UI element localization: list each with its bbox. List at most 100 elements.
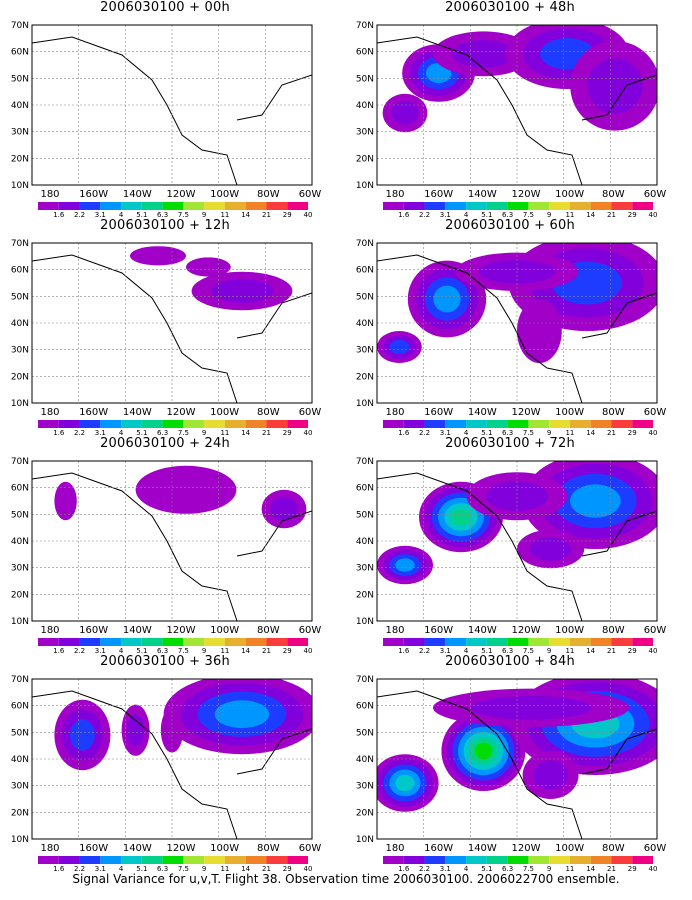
lon-tick-label: 160W bbox=[79, 625, 108, 636]
variance-contour bbox=[433, 285, 461, 313]
colorbar-swatch bbox=[424, 856, 446, 864]
colorbar-swatch bbox=[445, 202, 467, 210]
colorbar-label: 9 bbox=[547, 865, 551, 873]
lon-tick-label: 100W bbox=[210, 189, 239, 200]
colorbar-swatch bbox=[403, 420, 425, 428]
lon-tick-label: 100W bbox=[210, 407, 239, 418]
colorbar-label: 3.1 bbox=[95, 429, 106, 437]
colorbar-label: 6.3 bbox=[502, 429, 513, 437]
lon-tick-label: 160W bbox=[424, 407, 453, 418]
lon-tick-label: 180 bbox=[40, 625, 59, 636]
lon-tick-label: 180 bbox=[385, 843, 404, 854]
colorbar-label: 1.6 bbox=[53, 647, 65, 655]
colorbar-label: 4 bbox=[464, 647, 469, 655]
colorbar-label: 2.2 bbox=[419, 865, 430, 873]
colorbar-label: 7.5 bbox=[523, 647, 534, 655]
lat-tick-label: 50N bbox=[11, 510, 29, 520]
lon-tick-label: 180 bbox=[40, 407, 59, 418]
colorbar-label: 3.1 bbox=[95, 865, 106, 873]
lat-tick-label: 20N bbox=[11, 372, 29, 382]
colorbar-swatch bbox=[204, 856, 225, 864]
colorbar-swatch bbox=[528, 638, 550, 646]
colorbar-swatch bbox=[162, 638, 184, 646]
colorbar-label: 7.5 bbox=[523, 429, 534, 437]
colorbar-label: 4 bbox=[119, 429, 124, 437]
colorbar-label: 2.2 bbox=[419, 429, 430, 437]
colorbar-label: 1.6 bbox=[398, 211, 410, 219]
colorbar-swatch bbox=[424, 420, 446, 428]
colorbar-swatch bbox=[141, 202, 163, 210]
colorbar-swatch bbox=[224, 638, 246, 646]
colorbar-label: 5.1 bbox=[136, 211, 147, 219]
variance-contour bbox=[570, 484, 621, 518]
colorbar-swatch bbox=[58, 856, 80, 864]
lat-tick-label: 40N bbox=[11, 755, 29, 765]
colorbar-swatch bbox=[486, 202, 508, 210]
colorbar-label: 29 bbox=[283, 647, 292, 655]
colorbar-label: 7.5 bbox=[523, 211, 534, 219]
variance-contour bbox=[130, 246, 186, 266]
colorbar-label: 21 bbox=[607, 211, 616, 219]
colorbar-swatch bbox=[224, 856, 246, 864]
map-plot: 10N 20N 30N 40N 50N 60N 70N 180 160W 140W 120W 100W… bbox=[11, 457, 322, 655]
colorbar-label: 21 bbox=[607, 429, 616, 437]
colorbar-swatch bbox=[632, 202, 653, 210]
variance-contour bbox=[54, 481, 77, 521]
colorbar-label: 11 bbox=[565, 429, 574, 437]
colorbar-swatch bbox=[507, 856, 529, 864]
lat-tick-label: 50N bbox=[11, 292, 29, 302]
lat-tick-label: 40N bbox=[356, 319, 374, 329]
colorbar-swatch bbox=[424, 638, 446, 646]
lat-tick-label: 70N bbox=[11, 239, 29, 249]
colorbar-swatch bbox=[38, 420, 59, 428]
colorbar-swatch bbox=[38, 202, 59, 210]
lon-tick-label: 100W bbox=[555, 843, 584, 854]
variance-contour bbox=[529, 537, 572, 561]
lat-tick-label: 60N bbox=[11, 48, 29, 58]
lat-tick-label: 10N bbox=[356, 617, 374, 627]
colorbar-swatch bbox=[121, 420, 142, 428]
lon-tick-label: 60W bbox=[299, 625, 322, 636]
colorbar-swatch bbox=[445, 856, 467, 864]
colorbar-label: 40 bbox=[304, 647, 313, 655]
colorbar-label: 29 bbox=[628, 865, 637, 873]
variance-field bbox=[32, 465, 312, 621]
variance-contour bbox=[214, 700, 270, 729]
variance-contour bbox=[474, 742, 493, 760]
map-plot: 10N 20N 30N 40N 50N 60N 70N 180 160W 140W 120W 100W… bbox=[356, 21, 667, 219]
colorbar-swatch bbox=[549, 420, 570, 428]
colorbar-swatch bbox=[287, 202, 308, 210]
colorbar-swatch bbox=[121, 856, 142, 864]
lat-tick-label: 60N bbox=[11, 702, 29, 712]
colorbar-label: 29 bbox=[283, 429, 292, 437]
colorbar-label: 4 bbox=[464, 865, 469, 873]
colorbar-swatch bbox=[141, 420, 163, 428]
colorbar-label: 2.2 bbox=[419, 647, 430, 655]
variance-contour bbox=[270, 497, 298, 521]
lon-tick-label: 60W bbox=[644, 407, 667, 418]
colorbar-label: 2.2 bbox=[74, 647, 85, 655]
colorbar-swatch bbox=[183, 856, 205, 864]
colorbar-swatch bbox=[100, 638, 122, 646]
lat-tick-label: 30N bbox=[11, 346, 29, 356]
map-plot: 10N 20N 30N 40N 50N 60N 70N 180 160W 140W 120W 100W… bbox=[11, 21, 322, 219]
plot-frame bbox=[376, 678, 658, 840]
colorbar-swatch bbox=[141, 856, 163, 864]
lat-tick-label: 70N bbox=[356, 675, 374, 685]
colorbar-swatch bbox=[549, 856, 570, 864]
colorbar-label: 40 bbox=[649, 865, 658, 873]
colorbar-swatch bbox=[162, 420, 184, 428]
colorbar-label: 6.3 bbox=[157, 647, 168, 655]
lon-tick-label: 140W bbox=[123, 407, 152, 418]
panel-title: 2006030100 + 72h bbox=[445, 436, 575, 451]
colorbar-label: 14 bbox=[241, 211, 250, 219]
lon-tick-label: 60W bbox=[299, 407, 322, 418]
colorbar-swatch bbox=[266, 202, 288, 210]
colorbar-label: 40 bbox=[304, 211, 313, 219]
colorbar-swatch bbox=[287, 638, 308, 646]
lon-tick-label: 80W bbox=[257, 843, 280, 854]
colorbar-label: 3.1 bbox=[440, 865, 451, 873]
colorbar-swatch bbox=[528, 202, 550, 210]
lon-tick-label: 160W bbox=[424, 843, 453, 854]
panel-title: 2006030100 + 48h bbox=[445, 0, 575, 15]
